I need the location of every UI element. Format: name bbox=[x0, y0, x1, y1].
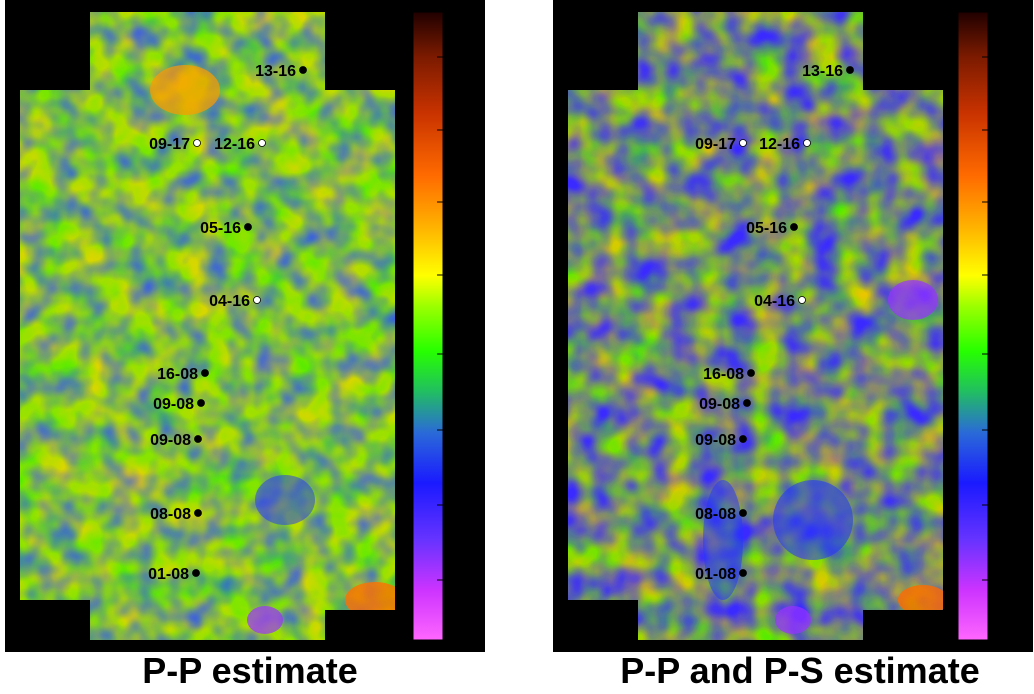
map-pp-estimate: 0.2 0.15 0.1 0.05 0 -0.05 -0.1 -0.15 13-16 09-17… bbox=[5, 0, 485, 652]
well-label: 09-17 bbox=[695, 136, 736, 153]
seismic-map-area bbox=[568, 12, 943, 640]
caption-pp-estimate: P-P estimate bbox=[142, 650, 358, 691]
colorbar-tick-label: -0.1 bbox=[990, 498, 1018, 515]
well-label: 13-16 bbox=[802, 63, 843, 80]
well-label: 16-08 bbox=[157, 366, 198, 383]
well-label: 12-16 bbox=[759, 136, 800, 153]
colorbar-tick-label: 0.2 bbox=[445, 50, 467, 67]
well-label: 08-08 bbox=[150, 506, 191, 523]
well-label: 04-16 bbox=[209, 293, 250, 310]
well-label: 08-08 bbox=[695, 506, 736, 523]
colorbar-tick-label: -0.05 bbox=[445, 423, 482, 440]
colorbar bbox=[412, 11, 444, 641]
colorbar-tick-label: 0.15 bbox=[990, 123, 1021, 140]
well-label: 01-08 bbox=[695, 566, 736, 583]
colorbar-tick-label: -0.15 bbox=[445, 573, 482, 590]
well-label: 04-16 bbox=[754, 293, 795, 310]
well-label: 09-08 bbox=[699, 396, 740, 413]
well-marker bbox=[798, 296, 806, 304]
colorbar-tick-label: -0.1 bbox=[445, 498, 473, 515]
colorbar-tick-label: 0.15 bbox=[445, 123, 476, 140]
well-marker bbox=[193, 139, 201, 147]
colorbar-tick-label: 0 bbox=[445, 347, 454, 364]
well-marker bbox=[192, 569, 200, 577]
colorbar-tick-label: -0.05 bbox=[990, 423, 1027, 440]
well-marker bbox=[739, 435, 747, 443]
colorbar-tick-label: -0.15 bbox=[990, 573, 1027, 590]
well-label: 05-16 bbox=[200, 220, 241, 237]
panel-pp-ps-estimate: 0.2 0.15 0.1 0.05 0 -0.05 -0.1 -0.15 13-16 09-17… bbox=[553, 0, 1033, 652]
well-marker bbox=[790, 223, 798, 231]
panel-pp-estimate: 0.2 0.15 0.1 0.05 0 -0.05 -0.1 -0.15 13-16 09-17… bbox=[5, 0, 485, 652]
colorbar-ticks: 0.2 0.15 0.1 0.05 0 -0.05 -0.1 -0.15 bbox=[437, 50, 482, 590]
well-label: 01-08 bbox=[148, 566, 189, 583]
seismic-map-area bbox=[20, 12, 395, 640]
colorbar-tick-label: 0.1 bbox=[990, 195, 1012, 212]
well-marker bbox=[194, 509, 202, 517]
well-label: 09-08 bbox=[695, 432, 736, 449]
well-marker bbox=[747, 369, 755, 377]
well-label: 12-16 bbox=[214, 136, 255, 153]
well-marker bbox=[739, 509, 747, 517]
well-marker bbox=[739, 139, 747, 147]
well-marker bbox=[743, 399, 751, 407]
colorbar-tick-label: 0.2 bbox=[990, 50, 1012, 67]
well-markers: 13-16 09-17 12-16 05-16 04-16 16-08 09-08 09-08… bbox=[148, 63, 307, 583]
well-label: 16-08 bbox=[703, 366, 744, 383]
colorbar-tick-label: 0.1 bbox=[445, 195, 467, 212]
colorbar bbox=[957, 11, 989, 641]
well-markers: 13-16 09-17 12-16 05-16 04-16 16-08 09-08 09-08… bbox=[695, 63, 854, 583]
colorbar-tick-label: 0.05 bbox=[445, 268, 476, 285]
well-marker bbox=[739, 569, 747, 577]
well-marker bbox=[258, 139, 266, 147]
well-marker bbox=[201, 369, 209, 377]
well-label: 09-17 bbox=[149, 136, 190, 153]
colorbar-tick-label: 0.05 bbox=[990, 268, 1021, 285]
colorbar-ticks: 0.2 0.15 0.1 0.05 0 -0.05 -0.1 -0.15 bbox=[982, 50, 1027, 590]
well-marker bbox=[299, 66, 307, 74]
caption-pp-ps-estimate: P-P and P-S estimate bbox=[620, 650, 980, 691]
colorbar-tick-label: 0 bbox=[990, 347, 999, 364]
well-marker bbox=[253, 296, 261, 304]
well-label: 05-16 bbox=[746, 220, 787, 237]
well-label: 13-16 bbox=[255, 63, 296, 80]
well-label: 09-08 bbox=[153, 396, 194, 413]
well-marker bbox=[244, 223, 252, 231]
map-pp-ps-estimate: 0.2 0.15 0.1 0.05 0 -0.05 -0.1 -0.15 13-16 09-17… bbox=[553, 0, 1033, 652]
well-marker bbox=[197, 399, 205, 407]
well-marker bbox=[194, 435, 202, 443]
well-marker bbox=[803, 139, 811, 147]
well-marker bbox=[846, 66, 854, 74]
well-label: 09-08 bbox=[150, 432, 191, 449]
